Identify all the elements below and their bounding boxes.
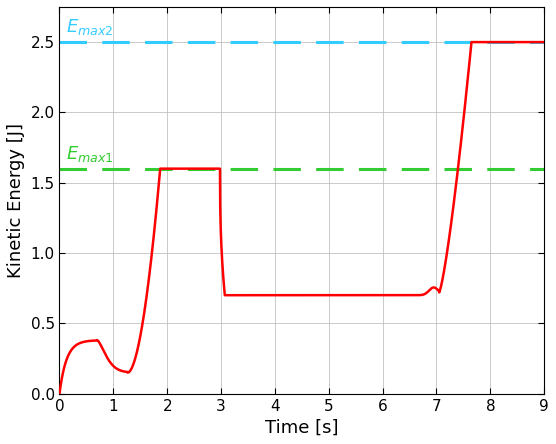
Y-axis label: Kinetic Energy [J]: Kinetic Energy [J]	[7, 123, 25, 278]
Text: $E_{max2}$: $E_{max2}$	[66, 17, 113, 37]
Text: $E_{max1}$: $E_{max1}$	[66, 144, 113, 164]
X-axis label: Time [s]: Time [s]	[265, 419, 339, 437]
